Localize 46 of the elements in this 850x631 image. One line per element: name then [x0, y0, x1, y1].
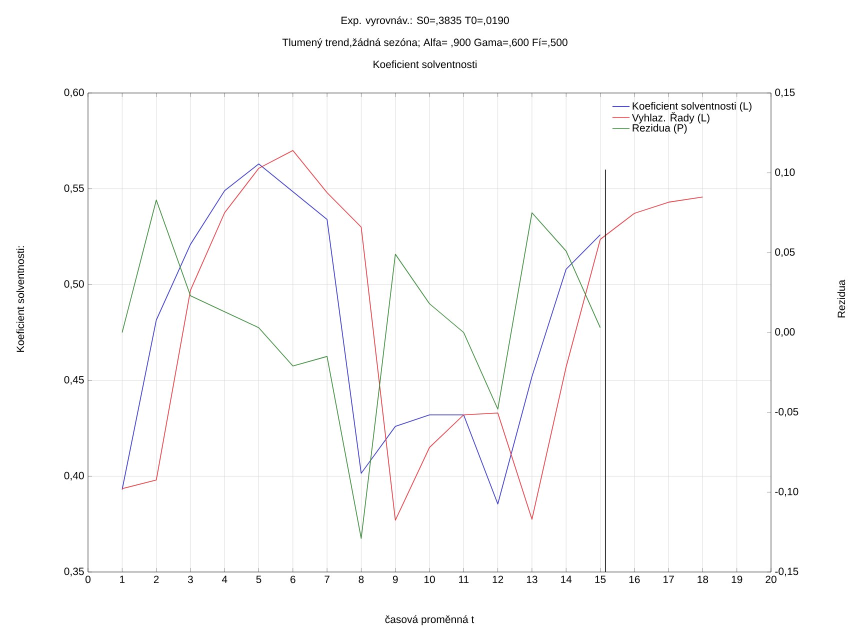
- line-series: [122, 163, 601, 504]
- x-tick-label: 0: [85, 576, 91, 584]
- x-axis-title: časová proměnná t: [385, 615, 474, 626]
- x-tick-label: 8: [358, 576, 364, 584]
- legend-label: Koeficient solventnosti (L): [632, 102, 752, 112]
- y2-tick-label: -0,10: [775, 488, 798, 497]
- y2-tick-label: 0,00: [775, 328, 795, 337]
- y2-tick-label: -0,15: [775, 568, 798, 576]
- y-tick-label: 0,45: [64, 376, 84, 385]
- y2-tick-label: 0,10: [775, 168, 795, 178]
- y2-tick-label: 0,15: [775, 88, 795, 98]
- y-tick-label: 0,50: [64, 280, 84, 289]
- x-tick-label: 6: [290, 576, 296, 584]
- x-tick-label: 5: [256, 576, 262, 584]
- line-series: [122, 150, 704, 521]
- y-tick-label: 0,40: [64, 472, 84, 481]
- legend-label: Vyhlaz. Řady (L): [632, 112, 710, 124]
- chart-subtitle: Tlumený trend,žádná sezóna; Alfa= ,900 Gama=,600 Fí=,500: [282, 38, 568, 48]
- y2-tick-label: 0,05: [775, 248, 795, 258]
- chart-title: Exp. vyrovnáv.: S0=,3835 T0=,0190: [342, 16, 509, 26]
- x-tick-label: 2: [154, 576, 159, 584]
- x-tick-label: 19: [732, 576, 742, 584]
- x-tick-label: 7: [324, 576, 330, 583]
- y-axis-title: Koeficient solventnosti:: [16, 246, 24, 352]
- x-tick-label: 15: [595, 576, 606, 584]
- y-tick-label: 0,60: [64, 88, 84, 98]
- x-tick-label: 3: [188, 576, 193, 584]
- x-tick-label: 9: [392, 576, 398, 584]
- y-tick-label: 0,35: [64, 568, 84, 576]
- y2-axis-title: Rezidua: [837, 280, 846, 318]
- legend-label: Rezidua (P): [632, 124, 687, 134]
- x-tick-label: 20: [766, 576, 776, 584]
- x-tick-label: 17: [664, 576, 674, 583]
- x-tick-label: 13: [526, 576, 538, 584]
- x-tick-label: 1: [120, 576, 125, 583]
- x-tick-label: 4: [222, 576, 228, 583]
- x-tick-label: 16: [629, 576, 640, 584]
- text: Koeficient solventnosti: [374, 60, 477, 68]
- y2-tick-label: -0,05: [775, 408, 798, 417]
- y-tick-label: 0,55: [64, 184, 84, 194]
- line-series: [122, 200, 601, 539]
- x-tick-label: 14: [561, 576, 572, 583]
- x-tick-label: 10: [424, 576, 435, 584]
- x-tick-label: 11: [459, 576, 469, 583]
- x-tick-label: 12: [492, 576, 504, 584]
- x-tick-label: 18: [698, 576, 708, 584]
